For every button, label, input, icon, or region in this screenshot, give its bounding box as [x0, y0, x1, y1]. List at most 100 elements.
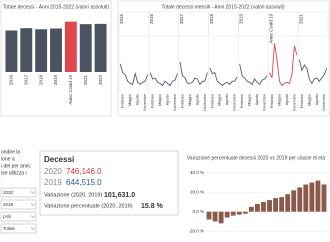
- bar: [291, 190, 297, 212]
- chart-title: Totale decessi mensili - Anni 2015-2022 …: [161, 4, 284, 10]
- bar: [20, 28, 33, 73]
- bar: [5, 30, 18, 72]
- facet-label: 2017: [179, 14, 184, 25]
- x-tick-label: Maggio: [158, 94, 162, 106]
- bar: [50, 28, 62, 72]
- bar: [248, 206, 254, 212]
- kpi-title: Decessi: [44, 155, 74, 164]
- bar: [79, 24, 92, 72]
- bar: [224, 211, 230, 218]
- dropdown-arrow[interactable]: [30, 191, 36, 194]
- facet-label: Anno Covid 19: [268, 14, 273, 44]
- y-tick-label: 0.0 %: [192, 209, 204, 214]
- x-tick-label: 2022: [98, 75, 103, 86]
- kpi-value: 15.8 %: [141, 203, 164, 210]
- x-tick-label: Agosto: [285, 94, 289, 105]
- x-tick-label: Agosto: [315, 94, 319, 105]
- x-tick-label: Novembre: [173, 94, 177, 111]
- bar: [261, 202, 266, 212]
- x-tick-label: Maggio: [277, 94, 281, 106]
- panel: [117, 0, 330, 117]
- intro-text: ondire la: [1, 149, 20, 155]
- x-tick-label: Maggio: [218, 94, 222, 106]
- bar: [267, 200, 272, 212]
- x-tick-label: Maggio: [188, 94, 192, 106]
- y-tick-label: 20.0 %: [190, 189, 204, 194]
- dropdown-arrow[interactable]: [30, 227, 36, 230]
- bar: [297, 187, 303, 212]
- bar: [285, 194, 291, 212]
- x-tick-label: Febbraio: [151, 94, 155, 108]
- intro-text: .: [1, 177, 2, 183]
- bar: [309, 182, 315, 212]
- x-tick-label: Maggio: [248, 94, 252, 106]
- x-tick-label: Agosto: [136, 94, 140, 105]
- bar: [315, 180, 321, 212]
- bar: [212, 211, 218, 222]
- dropdown-value[interactable]: Totale: [3, 226, 16, 231]
- dropdown[interactable]: [0, 223, 37, 234]
- x-tick-label: 2019: [53, 75, 58, 86]
- dropdown-value[interactable]: 2020: [3, 190, 14, 195]
- x-tick-label: 2016: [9, 75, 14, 86]
- facet-label: 2019: [239, 14, 244, 25]
- x-tick-label: Agosto: [225, 94, 229, 105]
- line: [209, 68, 238, 87]
- x-tick-label: 2017: [23, 75, 28, 86]
- kpi-label: Variazione (2020, 2019): [44, 192, 102, 198]
- x-tick-label: Febbraio: [300, 94, 304, 108]
- bar: [236, 211, 242, 215]
- x-tick-label: Maggio: [307, 94, 311, 106]
- kpi-value: 644,515.0: [66, 178, 102, 187]
- x-tick-label: Novembre: [143, 94, 147, 111]
- kpi-box: [39, 150, 179, 216]
- dropdown[interactable]: [0, 199, 37, 210]
- bar: [303, 184, 309, 212]
- x-tick-label: Novembre: [292, 94, 296, 111]
- bar: [255, 203, 260, 212]
- kpi-label: Variazione percentuale (2020, 2019): [44, 203, 133, 209]
- bar: [242, 211, 248, 214]
- kpi-value: 101,631.0: [104, 192, 135, 199]
- bar: [64, 21, 77, 72]
- x-tick-label: Maggio: [128, 94, 132, 106]
- x-tick-label: Novembre: [322, 94, 326, 111]
- dropdown[interactable]: [0, 187, 37, 198]
- facet-label: 2015: [119, 14, 124, 25]
- x-tick-label: Novembre: [263, 94, 267, 111]
- bar: [218, 211, 224, 224]
- x-tick-label: Agosto: [255, 94, 259, 105]
- chart-title: Totale decessi - Anni 2015-2022 (valori …: [3, 4, 110, 10]
- x-tick-label: 2018: [38, 75, 43, 86]
- intro-text: i del per anni,: [1, 163, 31, 169]
- intro-text: ione a: [1, 156, 15, 162]
- bar: [206, 211, 212, 220]
- dropdown-value[interactable]: (All): [3, 214, 11, 219]
- bar: [321, 184, 327, 212]
- dropdown-arrow[interactable]: [30, 203, 36, 206]
- bar: [94, 23, 107, 73]
- kpi-year: 2020: [44, 167, 62, 176]
- facet-label: 2021: [298, 14, 303, 25]
- facet-label: 2016: [149, 14, 154, 25]
- dropdown[interactable]: [0, 211, 37, 222]
- x-tick-label: Febbraio: [270, 94, 274, 108]
- x-tick-label: Febbraio: [180, 94, 184, 108]
- facet-header: [297, 11, 329, 37]
- dropdown-value[interactable]: 2019: [3, 202, 14, 207]
- line: [269, 43, 298, 87]
- chart-title: Variazione percentuale decessi 2020 vs 2…: [187, 155, 326, 161]
- x-tick-label: Agosto: [195, 94, 199, 105]
- kpi-year: 2019: [44, 178, 62, 187]
- x-tick-label: Febbraio: [240, 94, 244, 108]
- line: [239, 63, 268, 86]
- x-tick-label: Agosto: [165, 94, 169, 105]
- x-tick-label: Novembre: [233, 94, 237, 111]
- line: [179, 61, 208, 86]
- intro-text: ise utilizza i: [1, 170, 27, 176]
- x-tick-label: Febbraio: [210, 94, 214, 108]
- dropdown-arrow[interactable]: [30, 215, 36, 218]
- line: [119, 63, 149, 86]
- panel: [0, 0, 112, 117]
